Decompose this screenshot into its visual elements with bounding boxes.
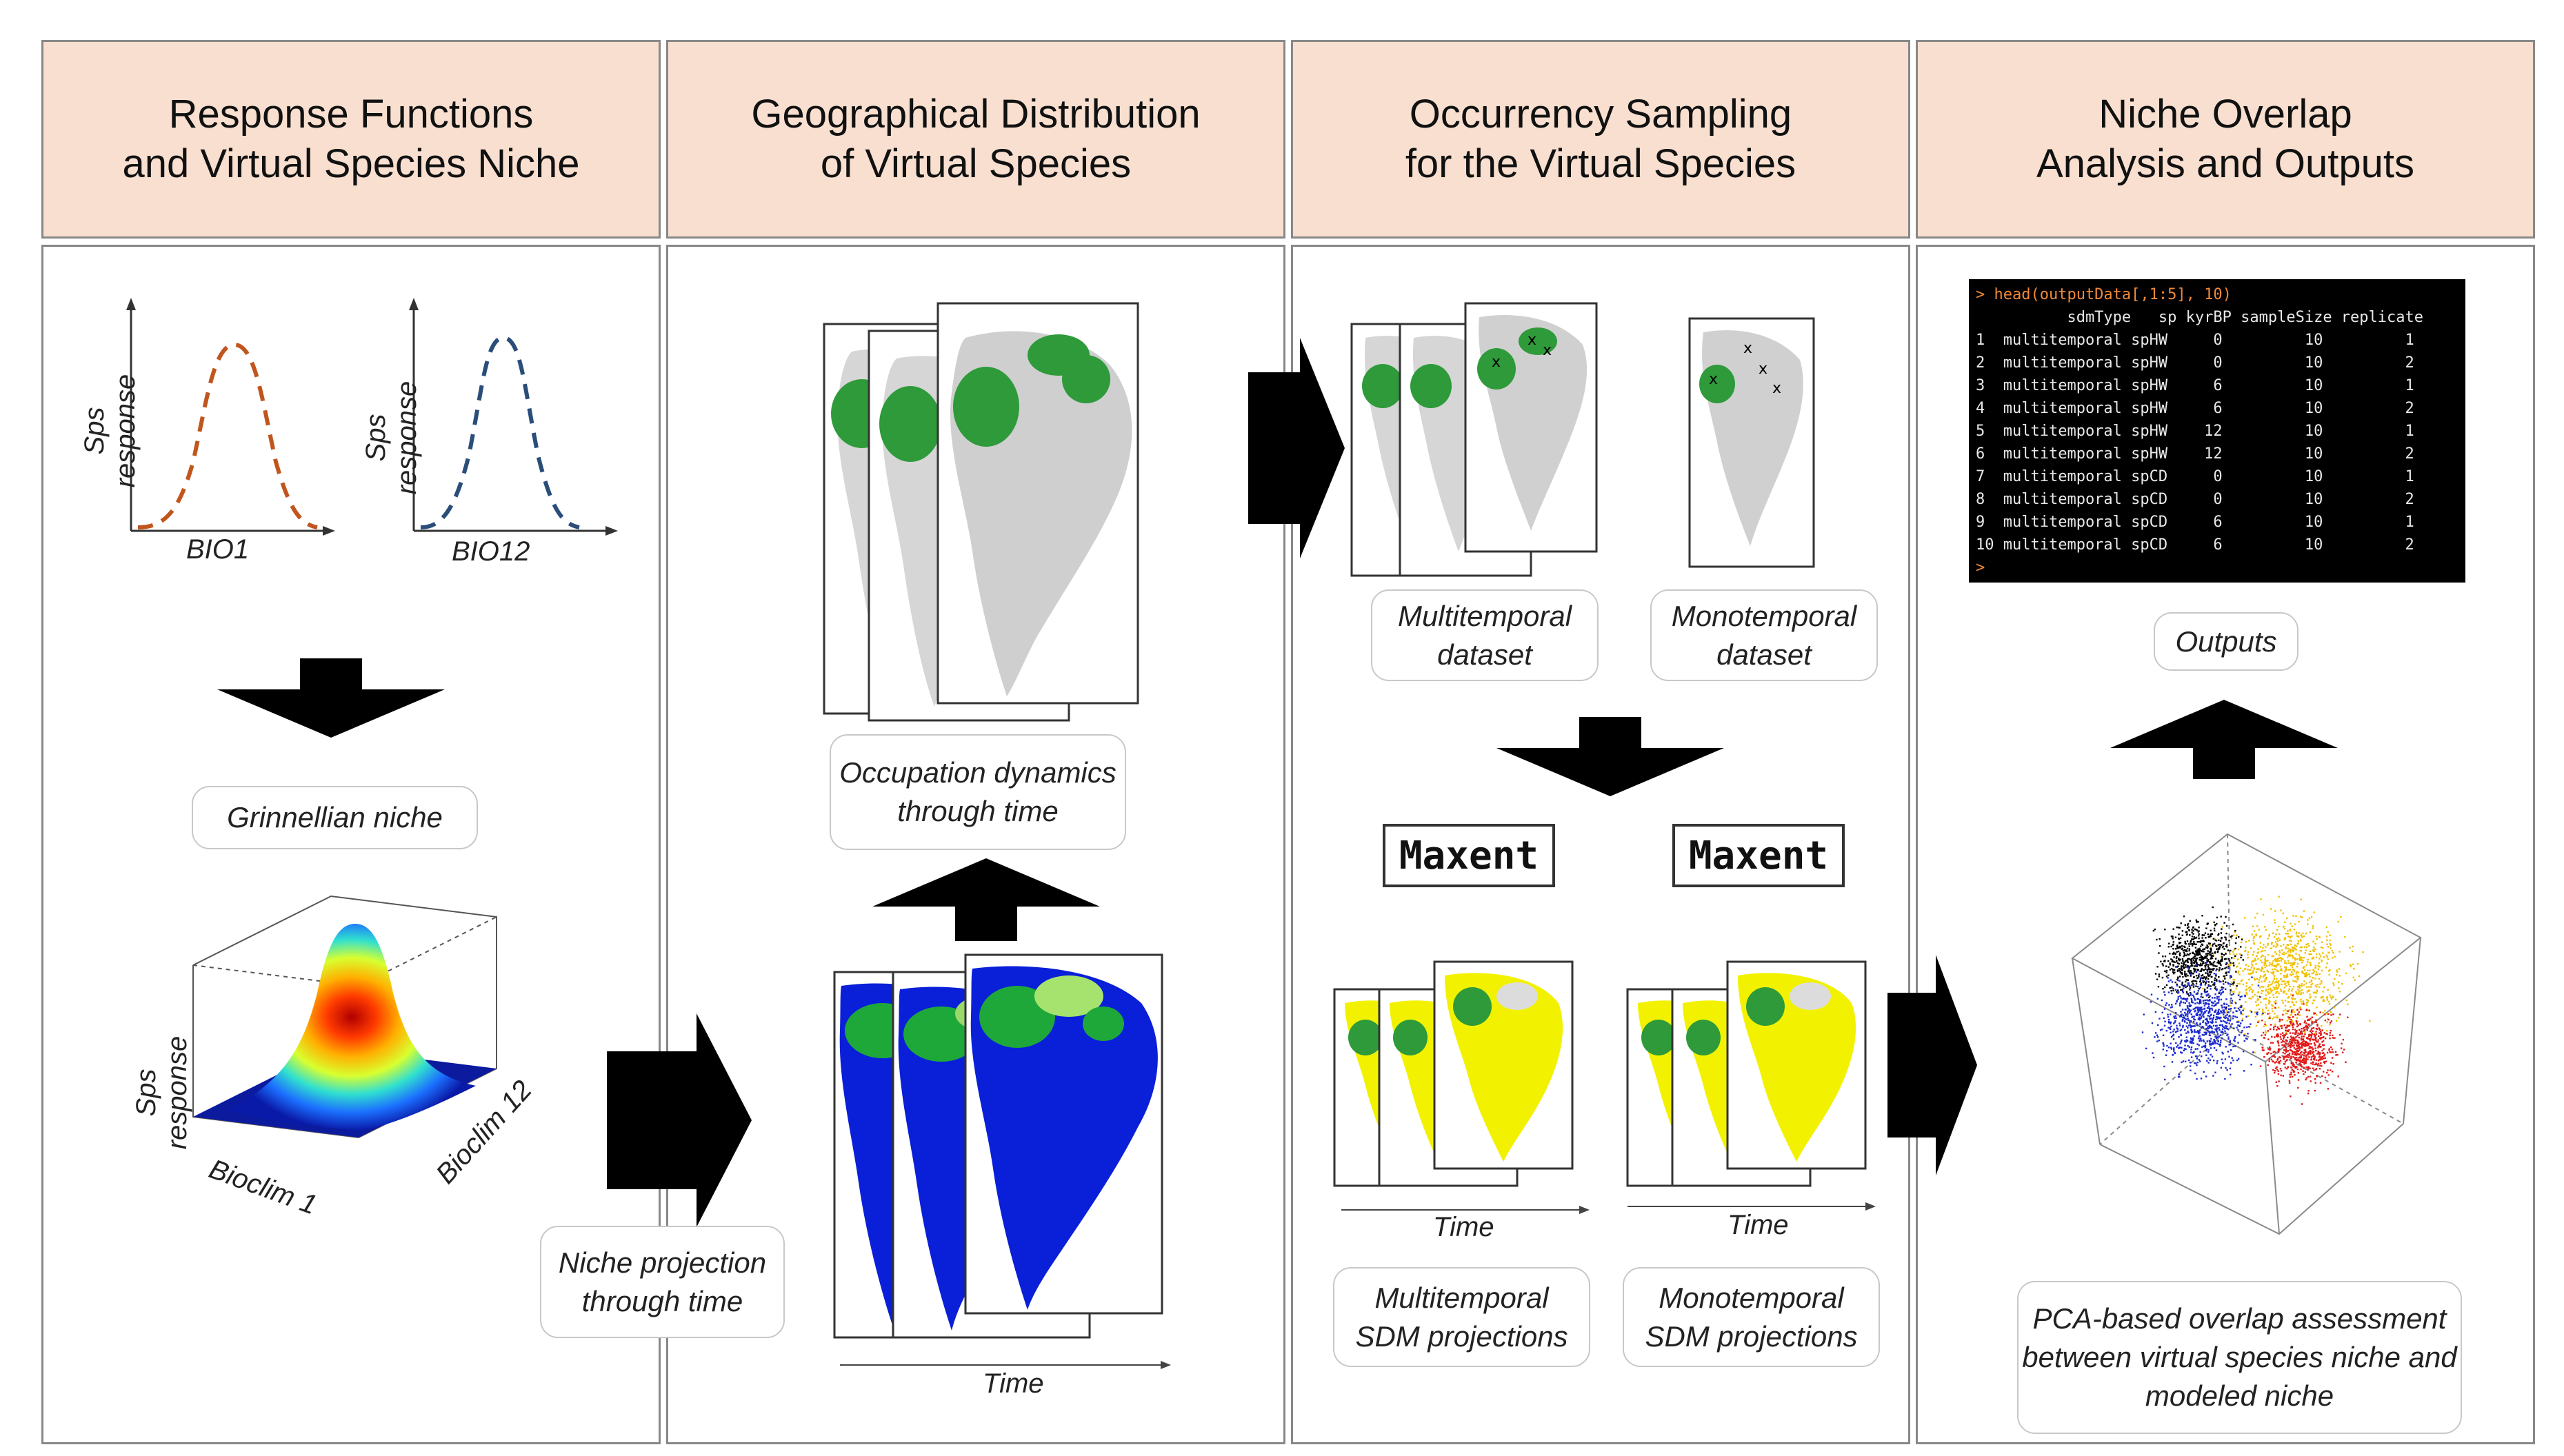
projection-map-stack (833, 953, 1163, 1339)
time-label-multi: Time (1433, 1212, 1494, 1242)
console-row: 7 multitemporal spCD 0 10 1 (1976, 468, 2414, 485)
console-row: 4 multitemporal spHW 6 10 2 (1976, 400, 2414, 417)
svg-text:x: x (1543, 342, 1552, 359)
time-label: Time (983, 1368, 1044, 1399)
monotemporal-projection-maps (1626, 960, 1867, 1187)
console-row: 9 multitemporal spCD 6 10 1 (1976, 514, 2414, 531)
header-response-functions: Response Functions and Virtual Species N… (41, 40, 661, 239)
console-header: sdmType sp kyrBP sampleSize replicate (1976, 309, 2424, 326)
header-title: Geographical Distribution of Virtual Spe… (751, 92, 1201, 186)
svg-text:x: x (1528, 332, 1536, 349)
time-axis-arrow (840, 1361, 1171, 1369)
console-row: 8 multitemporal spCD 0 10 2 (1976, 491, 2414, 508)
multitemporal-sample-maps: x x x (1350, 302, 1598, 577)
response-curve-bio12 (409, 298, 618, 536)
console-row: 10 multitemporal spCD 6 10 2 (1976, 536, 2414, 554)
time-label-mono: Time (1727, 1210, 1789, 1240)
arrow-down-icon (217, 658, 445, 738)
curve1-xlabel: BIO1 (186, 534, 250, 565)
header-niche-overlap: Niche Overlap Analysis and Outputs (1916, 40, 2535, 239)
arrow-down-icon (1496, 717, 1724, 796)
occupation-dynamics-label: Occupation dynamics through time (830, 734, 1126, 850)
console-command: > head(outputData[,1:5], 10) (1976, 286, 2232, 303)
console-row: 2 multitemporal spHW 0 10 2 (1976, 354, 2414, 372)
niche-surface-3d (192, 895, 497, 1139)
surface-zlabel: Sps response (131, 1035, 192, 1150)
time-axis-arrow (1627, 1202, 1876, 1211)
header-title: Response Functions and Virtual Species N… (122, 92, 580, 186)
arrow-right-icon (1248, 338, 1345, 558)
monotemporal-projections-label: Monotemporal SDM projections (1623, 1267, 1880, 1367)
header-title: Niche Overlap Analysis and Outputs (2036, 92, 2415, 186)
niche-projection-label: Niche projection through time (540, 1226, 785, 1338)
monotemporal-sample-map: x x x x (1688, 317, 1815, 568)
svg-text:x: x (1772, 380, 1781, 397)
maxent-box-monotemporal: Maxent (1672, 824, 1845, 887)
console-row: 3 multitemporal spHW 6 10 1 (1976, 377, 2414, 394)
arrow-right-icon (1887, 955, 1977, 1175)
multitemporal-projection-maps (1333, 960, 1574, 1187)
monotemporal-dataset-label: Monotemporal dataset (1650, 589, 1878, 681)
svg-text:x: x (1492, 354, 1501, 371)
arrow-right-icon (607, 1013, 752, 1227)
arrow-up-icon (2110, 700, 2338, 779)
outputs-label: Outputs (2154, 612, 2298, 671)
console-row: 1 multitemporal spHW 0 10 1 (1976, 332, 2414, 349)
header-occurrency-sampling: Occurrency Sampling for the Virtual Spec… (1291, 40, 1910, 239)
curve2-ylabel: Sps response (361, 381, 422, 495)
header-title: Occurrency Sampling for the Virtual Spec… (1405, 92, 1796, 186)
response-curve-bio1 (126, 298, 335, 536)
time-axis-arrow (1341, 1206, 1590, 1214)
r-console-output: > head(outputData[,1:5], 10) sdmType sp … (1969, 279, 2465, 583)
svg-text:x: x (1759, 361, 1767, 378)
pca-scatter-3d (2071, 833, 2422, 1235)
console-row: 6 multitemporal spHW 12 10 2 (1976, 445, 2414, 463)
curve2-xlabel: BIO12 (452, 536, 530, 567)
svg-text:x: x (1743, 340, 1752, 357)
multitemporal-dataset-label: Multitemporal dataset (1371, 589, 1599, 681)
console-row: 5 multitemporal spHW 12 10 1 (1976, 423, 2414, 440)
grinnellian-niche-label: Grinnellian niche (192, 786, 478, 849)
header-geographical-distribution: Geographical Distribution of Virtual Spe… (666, 40, 1285, 239)
multitemporal-projections-label: Multitemporal SDM projections (1333, 1267, 1590, 1367)
pca-overlap-label: PCA-based overlap assessment between vir… (2017, 1281, 2462, 1434)
console-prompt: > (1976, 559, 1985, 576)
arrow-up-icon (872, 858, 1100, 941)
occupation-map-stack (823, 302, 1139, 722)
svg-text:x: x (1709, 371, 1718, 388)
curve1-ylabel: Sps response (79, 374, 141, 488)
maxent-box-multitemporal: Maxent (1383, 824, 1555, 887)
